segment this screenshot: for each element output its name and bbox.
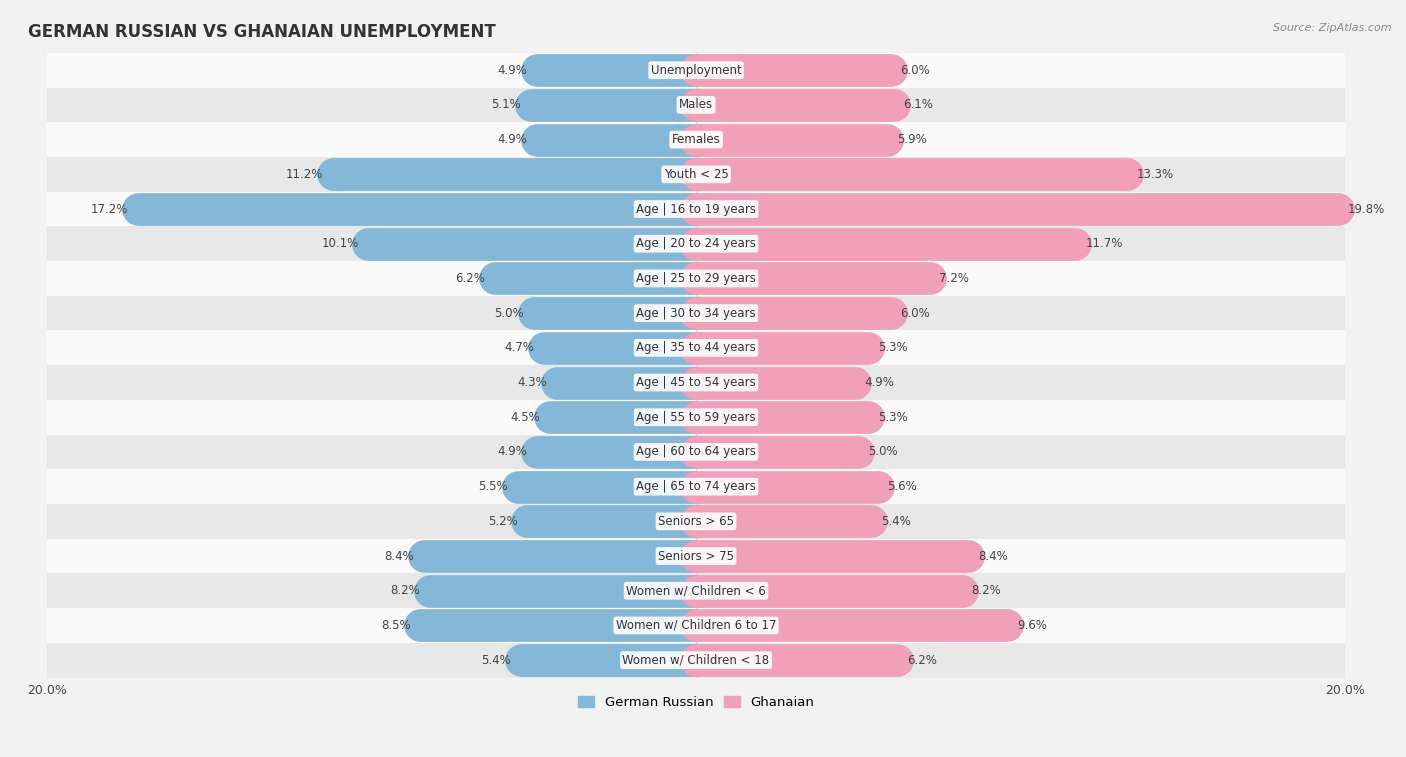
Bar	[48, 539, 1344, 573]
Text: Age | 55 to 59 years: Age | 55 to 59 years	[637, 411, 756, 424]
Text: 6.0%: 6.0%	[900, 64, 931, 76]
Text: 4.9%: 4.9%	[865, 376, 894, 389]
Text: 4.7%: 4.7%	[503, 341, 534, 354]
Bar	[48, 157, 1344, 192]
Bar	[48, 643, 1344, 678]
Bar	[48, 365, 1344, 400]
Text: 10.1%: 10.1%	[322, 237, 359, 251]
Text: Source: ZipAtlas.com: Source: ZipAtlas.com	[1274, 23, 1392, 33]
Text: 6.1%: 6.1%	[904, 98, 934, 111]
Text: 8.5%: 8.5%	[381, 619, 411, 632]
Text: 6.2%: 6.2%	[456, 272, 485, 285]
Bar	[48, 53, 1344, 88]
Text: Age | 65 to 74 years: Age | 65 to 74 years	[636, 480, 756, 493]
Bar	[48, 608, 1344, 643]
Text: 5.3%: 5.3%	[877, 411, 907, 424]
Text: Age | 30 to 34 years: Age | 30 to 34 years	[637, 307, 756, 319]
Text: 5.9%: 5.9%	[897, 133, 927, 146]
Text: 5.2%: 5.2%	[488, 515, 517, 528]
Text: Unemployment: Unemployment	[651, 64, 741, 76]
Bar	[48, 261, 1344, 296]
Text: Women w/ Children < 6: Women w/ Children < 6	[626, 584, 766, 597]
Text: 5.0%: 5.0%	[495, 307, 524, 319]
Legend: German Russian, Ghanaian: German Russian, Ghanaian	[572, 691, 820, 715]
Text: Age | 35 to 44 years: Age | 35 to 44 years	[636, 341, 756, 354]
Bar	[48, 469, 1344, 504]
Text: 5.3%: 5.3%	[877, 341, 907, 354]
Bar	[48, 573, 1344, 608]
Text: 5.4%: 5.4%	[481, 653, 512, 667]
Text: 4.9%: 4.9%	[498, 133, 527, 146]
Text: 8.4%: 8.4%	[979, 550, 1008, 562]
Text: 8.4%: 8.4%	[384, 550, 413, 562]
Text: Age | 16 to 19 years: Age | 16 to 19 years	[636, 203, 756, 216]
Text: 8.2%: 8.2%	[972, 584, 1001, 597]
Bar	[48, 226, 1344, 261]
Text: Youth < 25: Youth < 25	[664, 168, 728, 181]
Bar	[48, 192, 1344, 226]
Bar	[48, 331, 1344, 365]
Text: Women w/ Children < 18: Women w/ Children < 18	[623, 653, 769, 667]
Text: 19.8%: 19.8%	[1348, 203, 1385, 216]
Text: 9.6%: 9.6%	[1017, 619, 1047, 632]
Text: 4.5%: 4.5%	[510, 411, 540, 424]
Text: Seniors > 75: Seniors > 75	[658, 550, 734, 562]
Text: Age | 25 to 29 years: Age | 25 to 29 years	[636, 272, 756, 285]
Text: 7.2%: 7.2%	[939, 272, 969, 285]
Bar	[48, 400, 1344, 435]
Text: Age | 20 to 24 years: Age | 20 to 24 years	[636, 237, 756, 251]
Text: 6.2%: 6.2%	[907, 653, 936, 667]
Text: Women w/ Children 6 to 17: Women w/ Children 6 to 17	[616, 619, 776, 632]
Text: 13.3%: 13.3%	[1137, 168, 1174, 181]
Text: 5.6%: 5.6%	[887, 480, 917, 493]
Text: 11.7%: 11.7%	[1085, 237, 1122, 251]
Text: 5.1%: 5.1%	[491, 98, 520, 111]
Text: Females: Females	[672, 133, 720, 146]
Text: Age | 45 to 54 years: Age | 45 to 54 years	[636, 376, 756, 389]
Bar	[48, 296, 1344, 331]
Text: Seniors > 65: Seniors > 65	[658, 515, 734, 528]
Bar	[48, 435, 1344, 469]
Text: 4.9%: 4.9%	[498, 445, 527, 459]
Text: Age | 60 to 64 years: Age | 60 to 64 years	[636, 445, 756, 459]
Text: 6.0%: 6.0%	[900, 307, 931, 319]
Text: Males: Males	[679, 98, 713, 111]
Text: 4.9%: 4.9%	[498, 64, 527, 76]
Bar	[48, 504, 1344, 539]
Text: 11.2%: 11.2%	[285, 168, 323, 181]
Bar	[48, 88, 1344, 123]
Text: 4.3%: 4.3%	[517, 376, 547, 389]
Text: GERMAN RUSSIAN VS GHANAIAN UNEMPLOYMENT: GERMAN RUSSIAN VS GHANAIAN UNEMPLOYMENT	[28, 23, 496, 41]
Text: 5.5%: 5.5%	[478, 480, 508, 493]
Text: 5.0%: 5.0%	[868, 445, 897, 459]
Text: 8.2%: 8.2%	[391, 584, 420, 597]
Text: 5.4%: 5.4%	[882, 515, 911, 528]
Bar	[48, 123, 1344, 157]
Text: 17.2%: 17.2%	[91, 203, 128, 216]
